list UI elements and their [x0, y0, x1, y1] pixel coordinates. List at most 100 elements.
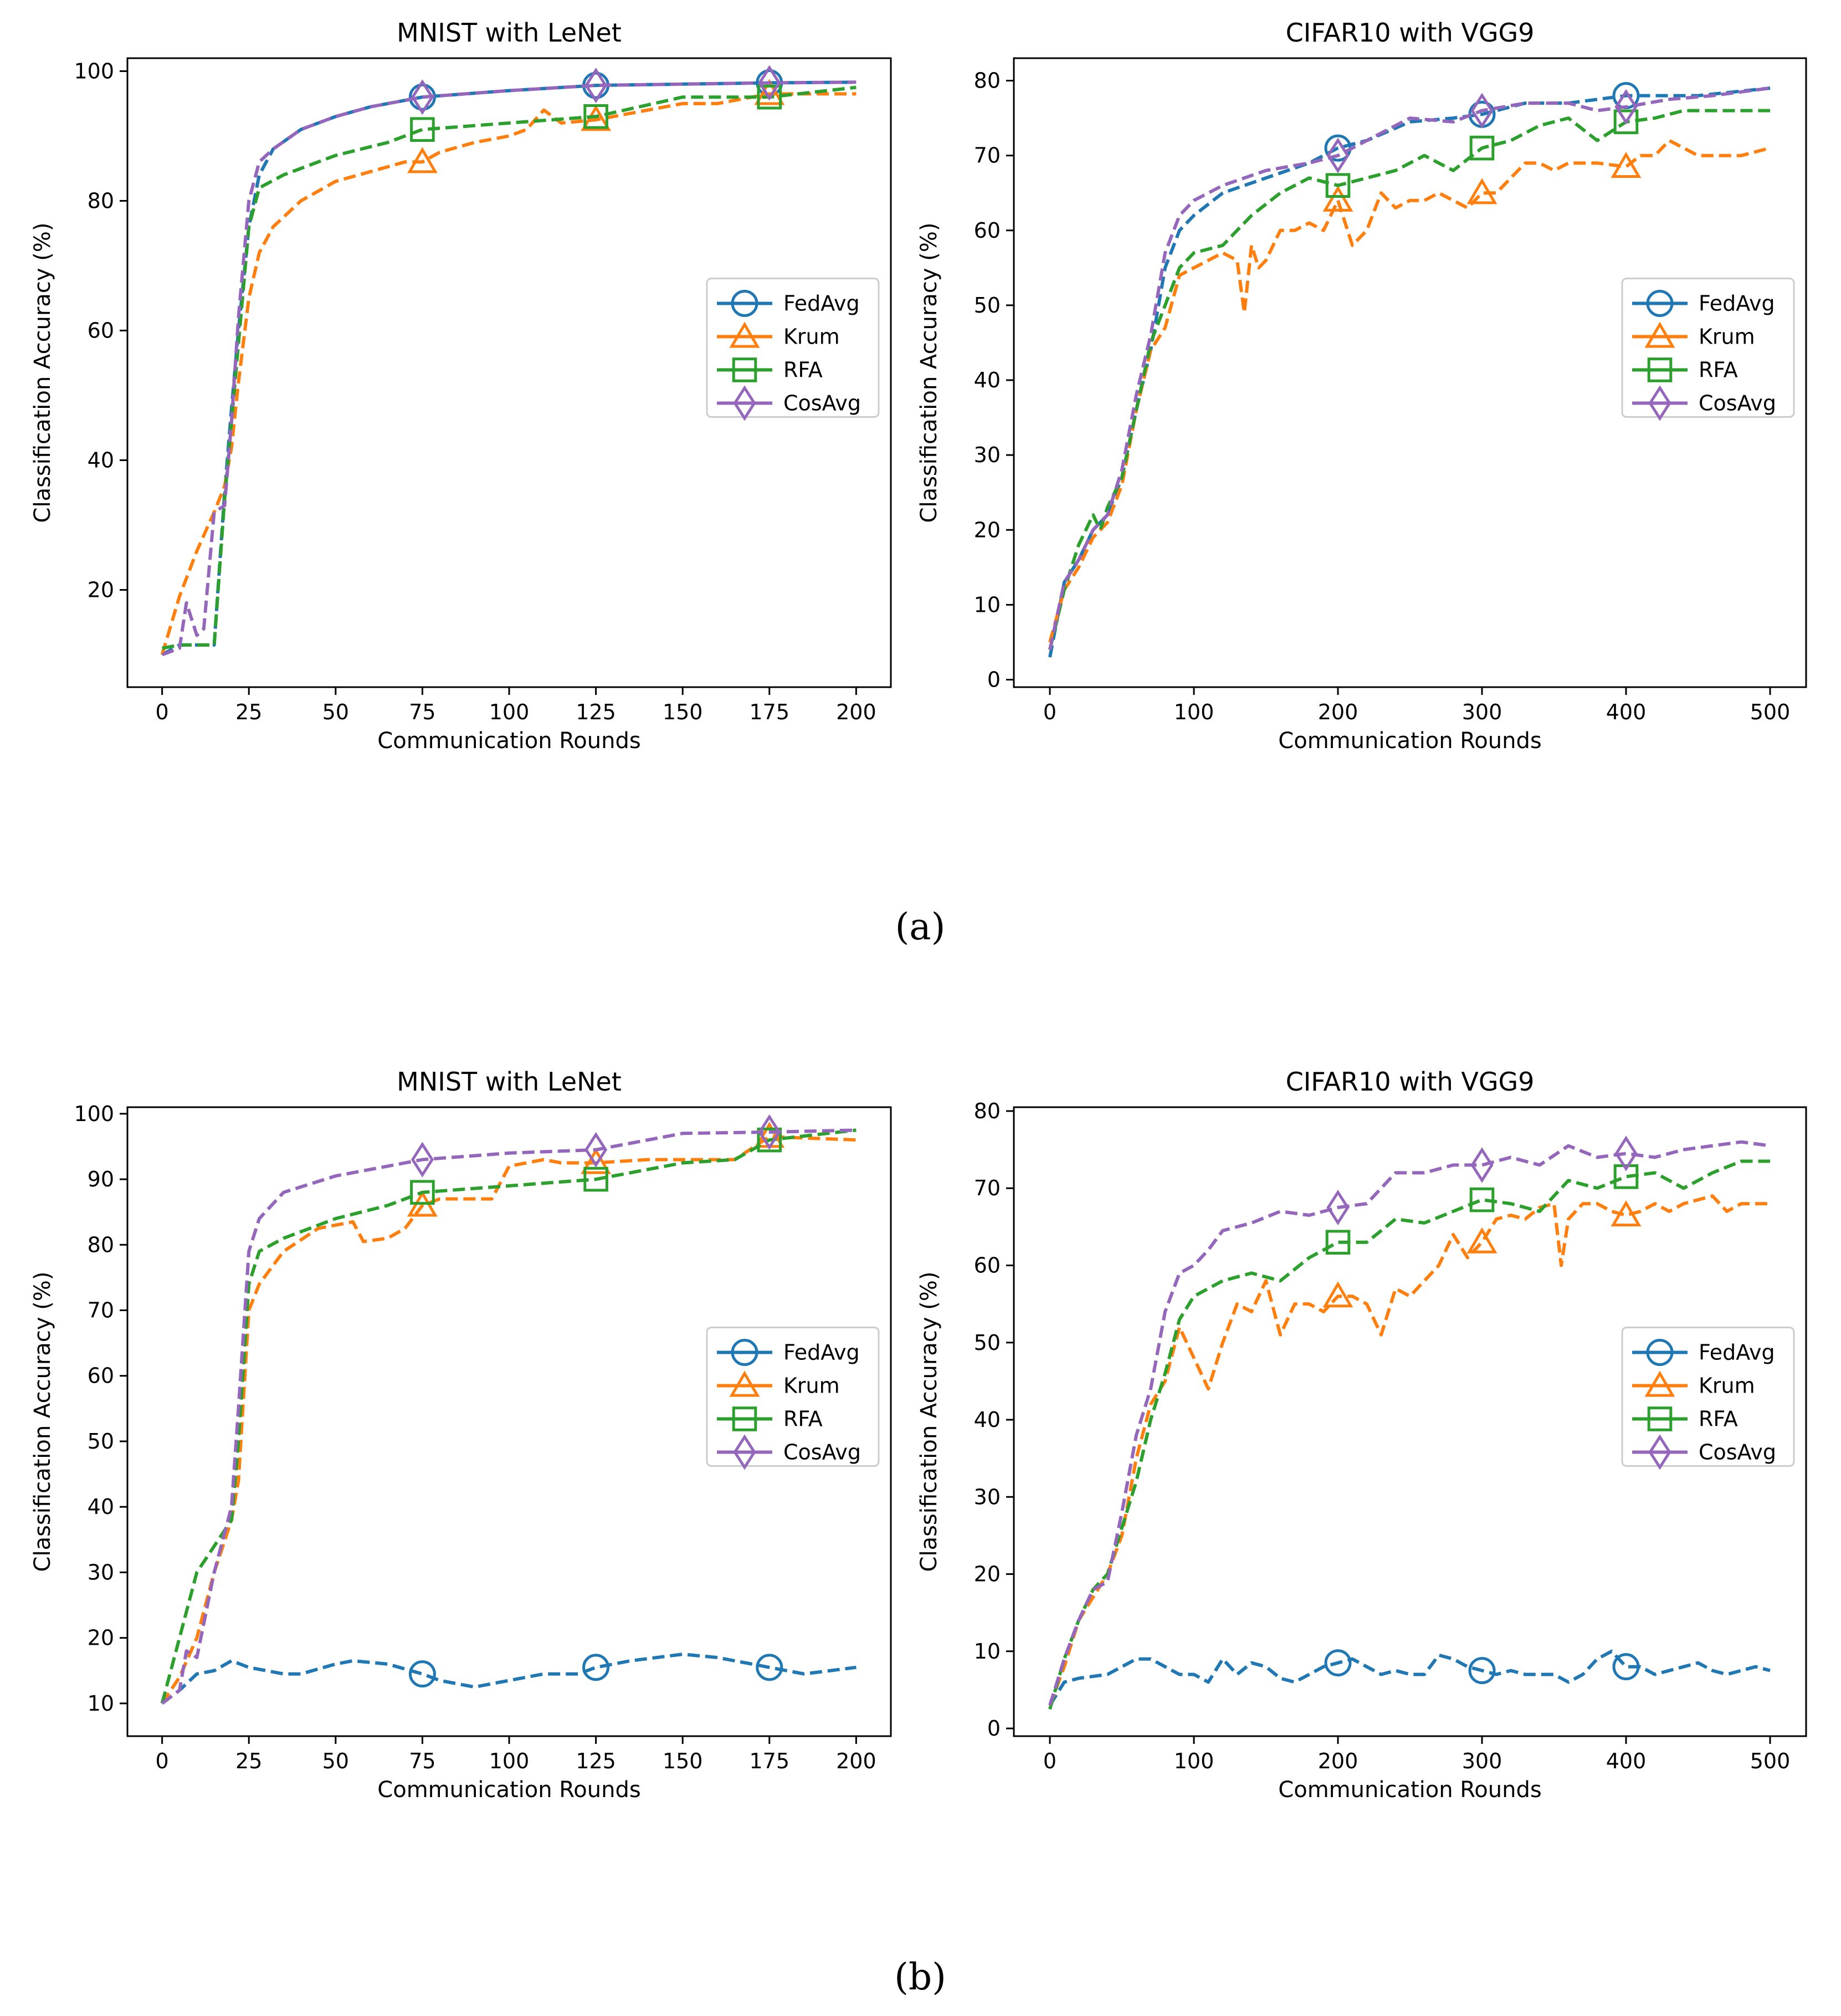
legend-label-krum: Krum: [1699, 1374, 1755, 1398]
y-axis-label: Classification Accuracy (%): [916, 1272, 942, 1572]
legend-label-fedavg: FedAvg: [783, 291, 860, 316]
x-tick-label: 100: [489, 700, 530, 724]
y-tick-label: 20: [88, 1626, 114, 1650]
y-tick-label: 20: [974, 518, 1001, 542]
marker-krum: [1466, 1227, 1498, 1253]
x-tick-label: 175: [750, 700, 790, 724]
marker-krum: [1611, 151, 1642, 178]
x-tick-label: 0: [156, 1749, 169, 1773]
x-tick-label: 200: [1318, 700, 1358, 724]
y-tick-label: 80: [88, 1232, 114, 1257]
marker-rfa: [1325, 173, 1351, 198]
marker-krum: [407, 147, 438, 173]
legend-label-krum: Krum: [783, 325, 840, 349]
marker-cosavg: [1326, 1189, 1350, 1226]
series-line-cosavg: [1048, 1140, 1771, 1706]
y-tick-label: 60: [88, 318, 114, 342]
legend-marker-fedavg: [731, 290, 758, 317]
x-axis-label: Communication Rounds: [377, 728, 640, 754]
x-tick-label: 25: [235, 1749, 262, 1773]
y-tick-label: 70: [88, 1298, 114, 1323]
x-tick-label: 175: [750, 1749, 790, 1773]
y-tick-label: 40: [974, 368, 1001, 392]
marker-krum: [1611, 1200, 1642, 1227]
legend-marker-cosavg: [733, 385, 756, 421]
marker-cosavg: [1614, 89, 1638, 125]
x-tick-label: 0: [1043, 700, 1057, 724]
x-tick-label: 500: [1750, 700, 1791, 724]
marker-cosavg: [1470, 1147, 1494, 1183]
y-tick-label: 60: [974, 218, 1001, 243]
x-tick-label: 150: [663, 1749, 703, 1773]
x-axis-label: Communication Rounds: [1278, 1777, 1541, 1803]
legend-label-cosavg: CosAvg: [1699, 391, 1776, 416]
y-tick-label: 80: [88, 188, 114, 213]
legend-marker-fedavg: [731, 1339, 758, 1366]
series-line-cosavg: [161, 1128, 857, 1705]
x-tick-label: 200: [836, 1749, 876, 1773]
marker-krum: [1322, 1281, 1353, 1308]
x-tick-label: 0: [156, 700, 169, 724]
chart-title: MNIST with LeNet: [397, 18, 622, 48]
y-tick-label: 60: [974, 1253, 1001, 1277]
marker-rfa: [757, 1127, 782, 1153]
series-line-fedavg: [161, 80, 857, 657]
marker-rfa: [410, 117, 435, 142]
legend-marker-rfa: [1647, 1406, 1673, 1431]
marker-cosavg: [411, 79, 434, 115]
axes-frame: [1013, 57, 1807, 688]
legend-marker-cosavg: [1648, 1434, 1671, 1470]
y-tick-label: 70: [974, 1176, 1001, 1200]
x-tick-label: 100: [1174, 1749, 1214, 1773]
marker-cosavg: [1614, 1135, 1638, 1171]
y-tick-label: 20: [88, 577, 114, 602]
legend-label-krum: Krum: [783, 1374, 840, 1398]
cifar10-vgg9-chart-b: CIFAR10 with VGG9 0 100 200 300 400 500 0 10 20 30…: [916, 1067, 1807, 1803]
x-tick-label: 100: [489, 1749, 530, 1773]
y-tick-label: 0: [987, 1716, 1001, 1741]
axes-frame: [1013, 1106, 1807, 1737]
marker-rfa: [1325, 1230, 1351, 1255]
y-tick-label: 70: [974, 144, 1001, 168]
legend-label-rfa: RFA: [1699, 358, 1738, 382]
x-tick-label: 0: [1043, 1749, 1057, 1773]
marker-cosavg: [411, 1142, 434, 1178]
y-tick-label: 40: [88, 1495, 114, 1519]
series-line-rfa: [1048, 1159, 1770, 1710]
legend-label-rfa: RFA: [1699, 1407, 1738, 1431]
series-line-krum: [160, 92, 857, 656]
x-tick-label: 500: [1750, 1749, 1791, 1773]
series-line-fedavg: [161, 1652, 857, 1705]
legend-marker-krum: [729, 321, 760, 348]
x-tick-label: 300: [1462, 1749, 1502, 1773]
x-tick-label: 300: [1462, 700, 1502, 724]
marker-fedavg: [408, 1660, 436, 1688]
marker-cosavg: [1470, 93, 1494, 129]
x-tick-label: 50: [322, 1749, 349, 1773]
legend-marker-fedavg: [1646, 290, 1674, 317]
legend-label-cosavg: CosAvg: [1699, 1440, 1776, 1465]
legend-label-rfa: RFA: [783, 358, 823, 382]
y-axis-label: Classification Accuracy (%): [30, 1272, 55, 1572]
caption-a: (a): [895, 905, 946, 948]
legend: FedAvg Krum RFA CosAvg: [1621, 278, 1795, 421]
marker-fedavg: [1612, 1653, 1640, 1681]
x-tick-label: 75: [409, 700, 435, 724]
x-tick-label: 400: [1606, 1749, 1647, 1773]
y-axis-label: Classification Accuracy (%): [30, 223, 55, 523]
marker-rfa: [1613, 109, 1639, 135]
y-tick-label: 80: [974, 69, 1001, 93]
y-tick-label: 40: [974, 1408, 1001, 1432]
y-tick-label: 90: [88, 1167, 114, 1191]
marker-rfa: [583, 104, 608, 129]
legend-label-rfa: RFA: [783, 1407, 823, 1431]
x-axis-label: Communication Rounds: [1278, 728, 1541, 754]
x-tick-label: 125: [576, 700, 616, 724]
x-tick-label: 200: [836, 700, 876, 724]
y-axis-label: Classification Accuracy (%): [916, 223, 942, 523]
marker-rfa: [410, 1180, 435, 1205]
series-line-rfa: [162, 85, 857, 650]
series-line-fedavg: [1048, 1649, 1771, 1706]
y-tick-label: 10: [974, 1639, 1001, 1664]
marker-cosavg: [1326, 137, 1350, 173]
